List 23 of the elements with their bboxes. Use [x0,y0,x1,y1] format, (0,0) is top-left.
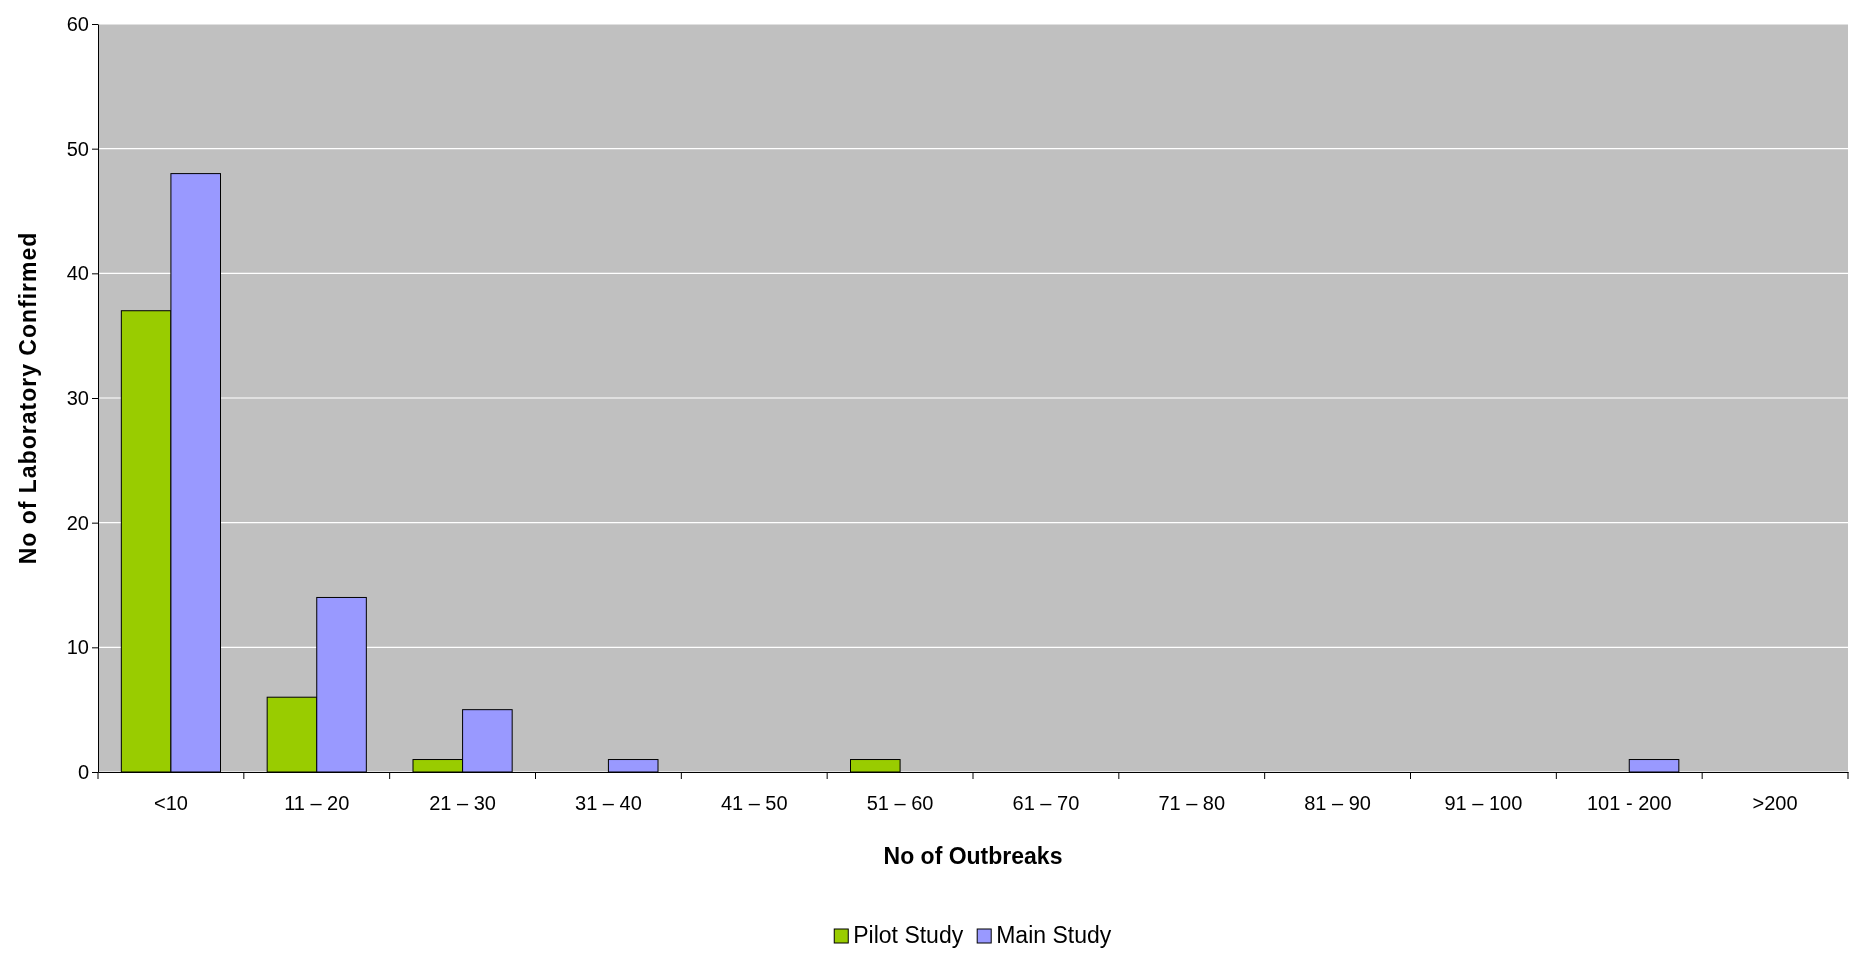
y-tick-label: 40 [66,262,89,285]
x-tick-label: 31 – 40 [575,792,642,815]
x-tick-label: 81 – 90 [1304,792,1371,815]
x-tick-label: <10 [153,792,188,815]
x-tick-label: 91 – 100 [1444,792,1523,815]
x-tick-label: >200 [1752,792,1798,815]
x-axis-title: No of Outbreaks [883,843,1063,869]
y-axis-title: No of Laboratory Confirmed [15,231,41,565]
y-tick-label: 50 [66,137,89,160]
y-tick-label: 0 [77,760,89,783]
x-tick-label: 41 – 50 [720,792,788,815]
y-tick-label: 20 [66,511,89,534]
x-tick-label: 11 – 20 [284,792,350,815]
y-tick-label: 30 [66,386,89,409]
x-tick-label: 71 – 80 [1158,792,1226,815]
x-tick-label: 21 – 30 [429,792,496,815]
y-tick-label: 10 [66,636,89,659]
x-tick-label: 51 – 60 [866,792,934,815]
x-tick-label: 101 - 200 [1586,792,1672,815]
legend-label: Pilot Study [853,922,964,948]
y-tick-label: 60 [66,12,89,35]
x-tick-label: 61 – 70 [1012,792,1080,815]
legend-label: Main Study [996,922,1112,948]
